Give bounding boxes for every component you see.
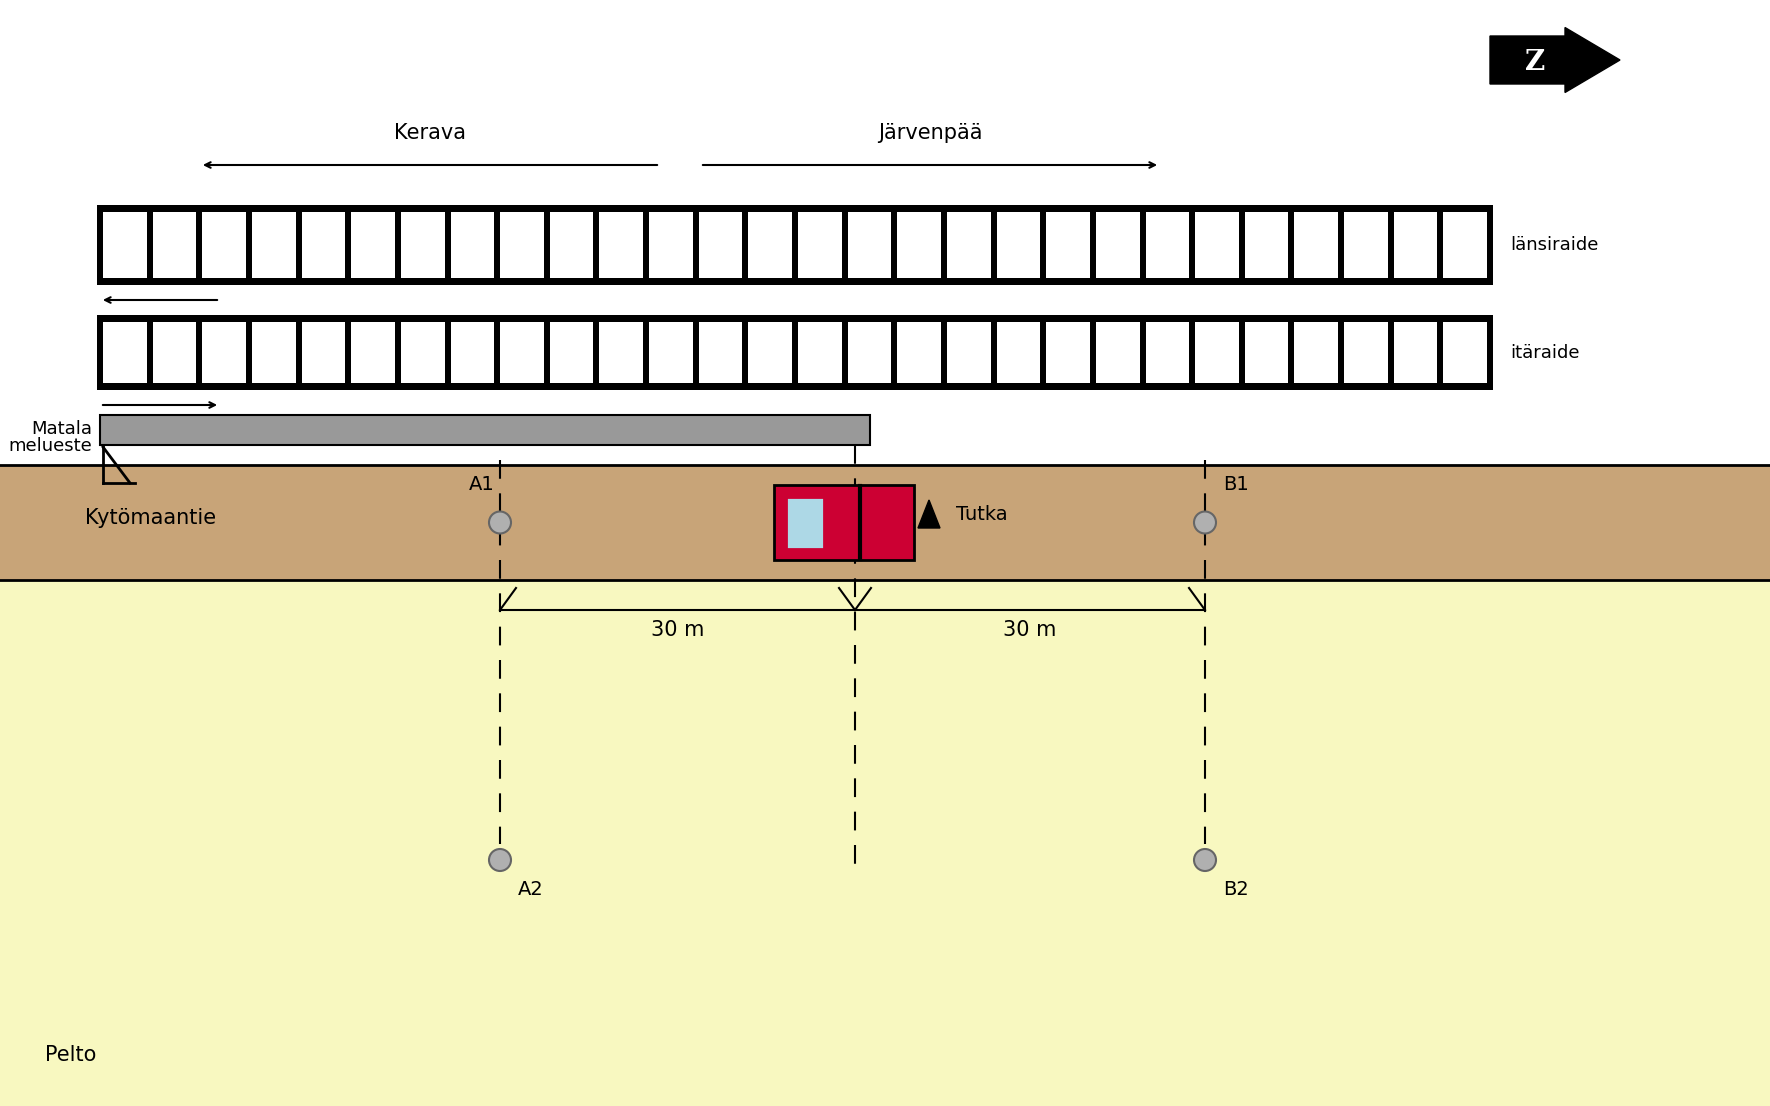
Bar [593,205,600,285]
Text: länsiraide: länsiraide [1510,236,1598,254]
Text: A1: A1 [469,474,496,494]
Bar [1437,205,1443,285]
Bar [1189,315,1195,390]
Bar [494,205,501,285]
Bar [1140,315,1145,390]
Circle shape [1195,511,1216,533]
Bar [1487,315,1494,390]
Bar [843,205,848,285]
Bar [99,205,1490,212]
Bar [692,315,699,390]
Bar [196,205,202,285]
Text: itäraide: itäraide [1510,344,1579,362]
Bar [1338,205,1343,285]
Bar [395,315,400,390]
Text: 30 m: 30 m [1004,620,1057,640]
Bar [147,205,152,285]
Bar [345,205,350,285]
Bar [97,205,103,285]
Bar [1239,315,1244,390]
Bar [593,315,600,390]
Bar [942,205,947,285]
Bar [1289,315,1294,390]
Bar [643,205,650,285]
Bar [246,315,251,390]
Bar [196,315,202,390]
Text: B2: B2 [1223,880,1250,899]
Text: Matala: Matala [32,420,92,438]
Circle shape [1195,849,1216,872]
Bar [1289,205,1294,285]
Text: A2: A2 [519,880,543,899]
FancyArrow shape [1490,28,1620,93]
Bar [1140,205,1145,285]
Bar [1041,315,1046,390]
Bar [991,205,997,285]
Bar [742,205,749,285]
Bar [1388,205,1393,285]
Bar [1437,315,1443,390]
Text: Kytömaantie: Kytömaantie [85,508,216,528]
Bar [942,315,947,390]
Polygon shape [919,500,940,528]
Bar [296,205,301,285]
Circle shape [489,849,512,872]
Bar [643,315,650,390]
Bar [395,205,400,285]
Bar [444,205,451,285]
Bar [791,205,798,285]
Bar [345,315,350,390]
Text: melueste: melueste [9,437,92,455]
Bar [494,315,501,390]
Bar [296,315,301,390]
Bar [1189,205,1195,285]
Bar [543,205,550,285]
Bar [991,315,997,390]
Bar [0,465,1770,580]
Text: Z: Z [1526,49,1545,75]
Bar [99,315,1490,390]
Bar [692,205,699,285]
Bar [1388,315,1393,390]
Text: Pelto: Pelto [44,1045,96,1065]
Bar [99,415,871,445]
Bar [246,205,251,285]
Bar [1338,315,1343,390]
Text: Kerava: Kerava [395,123,466,143]
Bar [892,205,897,285]
Bar [1090,315,1096,390]
Circle shape [489,511,512,533]
Bar [892,315,897,390]
Text: Tutka: Tutka [956,504,1007,523]
Bar [1041,205,1046,285]
Bar [773,486,913,560]
Bar [742,315,749,390]
Bar [843,315,848,390]
Bar [99,205,1490,285]
Bar [1487,205,1494,285]
Bar [1239,205,1244,285]
Bar [786,497,825,549]
Bar [1090,205,1096,285]
Bar [543,315,550,390]
Bar [791,315,798,390]
Text: Järvenpää: Järvenpää [878,123,982,143]
Bar [99,383,1490,390]
Bar [0,580,1770,1106]
Bar [147,315,152,390]
Bar [444,315,451,390]
Bar [97,315,103,390]
Bar [99,315,1490,322]
Text: B1: B1 [1223,474,1250,494]
Text: 30 m: 30 m [651,620,704,640]
Bar [99,278,1490,285]
